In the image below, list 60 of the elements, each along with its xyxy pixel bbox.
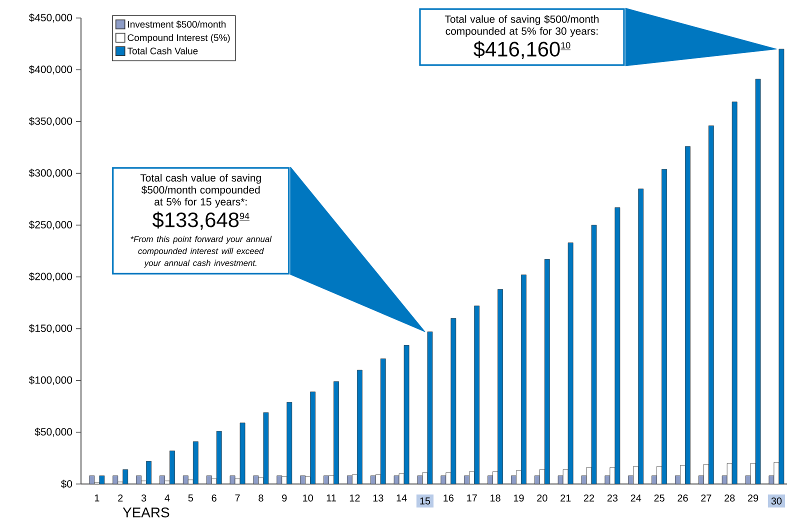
y-tick-label: $250,000 [28,220,72,230]
x-tick-label: 14 [396,494,407,502]
x-tick-label: 23 [607,494,618,502]
y-tick-label: $300,000 [28,168,72,178]
bar [417,476,423,484]
x-tick-label: 26 [678,494,688,502]
bar [394,476,400,484]
x-tick-label: 27 [701,494,712,502]
legend-label: Investment $500/month [128,20,226,28]
bar [276,476,282,484]
x-tick-label: 3 [141,494,146,502]
y-tick-label: $50,000 [34,428,72,437]
x-tick-label: 17 [467,494,477,502]
x-tick-label: 9 [282,494,287,502]
x-tick-label: 11 [326,494,336,502]
annotation: 94 [240,212,250,220]
x-tick-label: 29 [748,494,758,502]
x-tick-label: 10 [303,494,313,502]
annotation: $416,160 [474,40,560,60]
x-tick-label: 8 [258,494,264,502]
annotation: *From this point forward your annual compounded interest will exceed your annual cash investment. [130,236,272,268]
x-tick-label: 28 [724,494,735,502]
bar [112,476,118,484]
x-tick-label: 6 [212,494,216,502]
legend-label: Compound Interest (5%) [128,34,230,43]
y-tick-label: $100,000 [28,376,72,385]
x-tick-label: 1 [94,494,100,502]
x-tick-label: 25 [654,494,664,502]
bar [440,476,446,484]
y-tick-label: $350,000 [28,117,72,126]
x-tick-label: 20 [537,494,548,502]
bar [89,476,95,484]
y-tick-label: $400,000 [28,65,72,74]
annotation: Total cash value of saving $500/month compounded at 5% for 15 years*: [140,174,261,208]
x-tick-label: 15 [420,498,430,504]
bar [230,476,236,484]
x-tick-label: 21 [560,494,571,502]
bar [300,476,306,484]
y-tick-label: $150,000 [28,324,72,334]
annotation: Total value of saving $500/month compounded at 5% for 30 years: [444,15,599,37]
x-tick-label: 16 [444,494,454,502]
x-tick-label: 13 [373,494,384,502]
y-tick-label: $200,000 [28,272,72,282]
x-tick-label: 7 [235,494,240,502]
legend-label: Total Cash Value [127,47,198,54]
x-tick-label: 5 [188,494,194,502]
bar [253,476,259,484]
x-tick-label: 2 [118,494,123,502]
x-tick-label: 4 [164,494,170,502]
annotation: 10 [561,42,570,48]
x-tick-label: 18 [490,494,500,502]
x-tick-label: 30 [771,498,782,505]
x-axis-title: YEARS [122,508,170,518]
annotation: $133,648 [152,212,239,230]
y-tick-label: $0 [60,480,72,488]
x-tick-label: 24 [630,494,642,502]
x-tick-label: 12 [350,494,360,502]
y-tick-label: $450,000 [28,13,72,23]
x-tick-label: 19 [514,494,524,502]
x-tick-label: 22 [584,494,594,502]
